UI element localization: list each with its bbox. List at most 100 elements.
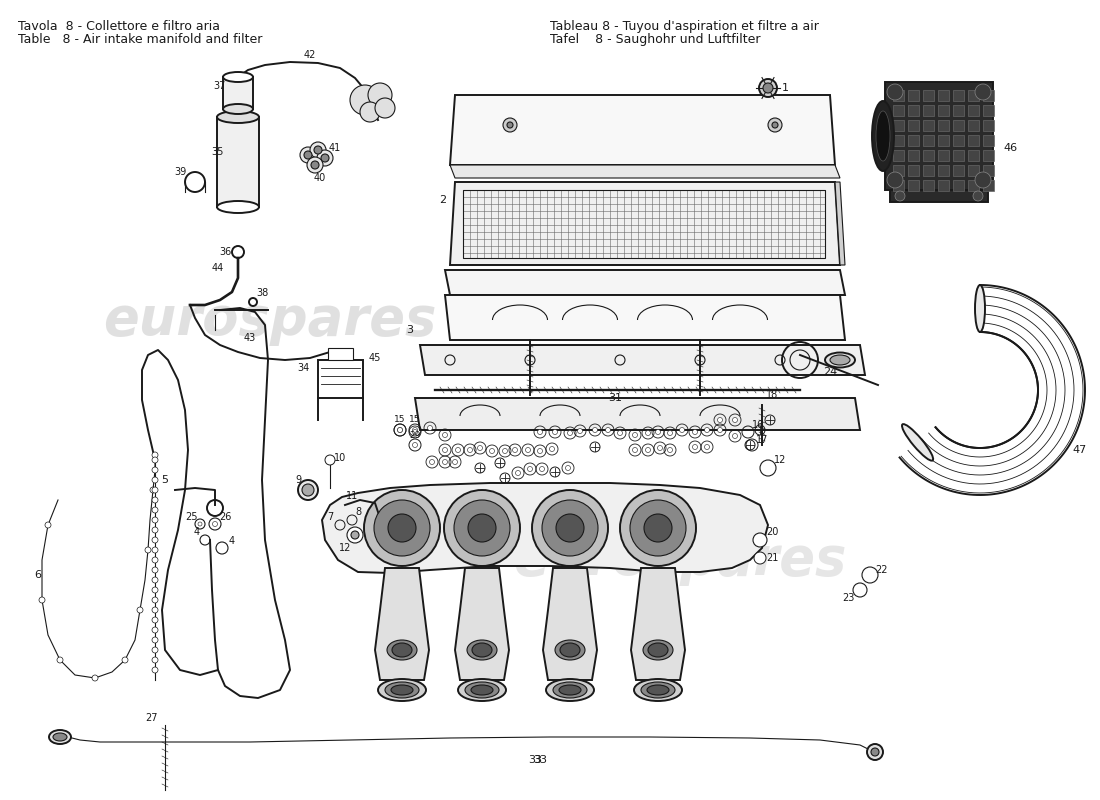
Ellipse shape: [458, 679, 506, 701]
Ellipse shape: [471, 685, 493, 695]
Circle shape: [152, 497, 158, 503]
Text: 37: 37: [213, 81, 227, 91]
Text: 11: 11: [345, 491, 359, 501]
Circle shape: [656, 430, 660, 434]
Text: 40: 40: [314, 173, 326, 183]
Circle shape: [152, 537, 158, 543]
Ellipse shape: [217, 111, 258, 123]
Circle shape: [152, 627, 158, 633]
Text: 22: 22: [876, 565, 889, 575]
Bar: [893, 180, 904, 191]
Text: 42: 42: [304, 50, 316, 60]
Text: 2: 2: [439, 195, 447, 205]
Circle shape: [733, 434, 737, 438]
Circle shape: [45, 522, 51, 528]
Text: 20: 20: [766, 527, 778, 537]
Bar: [983, 135, 994, 146]
Text: 10: 10: [334, 453, 346, 463]
Bar: [318, 360, 363, 398]
Bar: [938, 165, 949, 176]
Ellipse shape: [559, 685, 581, 695]
Circle shape: [620, 490, 696, 566]
Text: 18: 18: [766, 390, 778, 400]
Circle shape: [360, 102, 379, 122]
Bar: [223, 77, 253, 109]
Polygon shape: [835, 182, 845, 265]
Circle shape: [388, 514, 416, 542]
Circle shape: [733, 418, 737, 422]
Circle shape: [152, 637, 158, 643]
Circle shape: [412, 427, 418, 433]
Ellipse shape: [647, 685, 669, 695]
Circle shape: [152, 517, 158, 523]
Circle shape: [887, 172, 903, 188]
Circle shape: [646, 430, 650, 435]
Circle shape: [605, 427, 610, 433]
Circle shape: [350, 85, 380, 115]
Circle shape: [568, 430, 572, 435]
Circle shape: [760, 460, 775, 476]
Text: 9: 9: [295, 475, 301, 485]
Circle shape: [539, 466, 544, 471]
Text: 12: 12: [773, 455, 786, 465]
Text: 29: 29: [409, 430, 420, 439]
Bar: [983, 105, 994, 116]
Ellipse shape: [644, 640, 673, 660]
Circle shape: [542, 500, 598, 556]
Circle shape: [668, 430, 672, 435]
Bar: [893, 120, 904, 131]
Bar: [908, 150, 918, 161]
Circle shape: [152, 657, 158, 663]
Text: 15: 15: [394, 415, 406, 425]
Circle shape: [397, 427, 403, 433]
Circle shape: [646, 447, 650, 453]
Text: 6: 6: [34, 570, 42, 580]
Ellipse shape: [546, 679, 594, 701]
Text: 47: 47: [1072, 445, 1087, 455]
Polygon shape: [322, 483, 768, 573]
Bar: [923, 135, 934, 146]
Circle shape: [397, 427, 403, 433]
Circle shape: [717, 418, 723, 422]
Circle shape: [477, 446, 483, 450]
Circle shape: [526, 447, 530, 453]
Bar: [908, 135, 918, 146]
Text: 35: 35: [212, 147, 224, 157]
Bar: [953, 135, 964, 146]
Text: 36: 36: [219, 247, 231, 257]
Circle shape: [152, 507, 158, 513]
Polygon shape: [420, 345, 865, 375]
Circle shape: [630, 500, 686, 556]
Ellipse shape: [556, 640, 585, 660]
Text: 5: 5: [162, 475, 168, 485]
Bar: [953, 180, 964, 191]
Bar: [893, 135, 904, 146]
Circle shape: [152, 587, 158, 593]
Ellipse shape: [641, 682, 675, 698]
Circle shape: [552, 430, 558, 434]
Circle shape: [565, 466, 571, 470]
Bar: [923, 105, 934, 116]
Circle shape: [593, 427, 597, 433]
Ellipse shape: [975, 285, 984, 332]
Ellipse shape: [390, 685, 412, 695]
Text: 24: 24: [823, 367, 837, 377]
Circle shape: [310, 142, 326, 158]
Circle shape: [152, 577, 158, 583]
Bar: [968, 120, 979, 131]
Bar: [953, 105, 964, 116]
Polygon shape: [543, 568, 597, 680]
Circle shape: [374, 500, 430, 556]
Circle shape: [442, 433, 448, 438]
Circle shape: [92, 675, 98, 681]
Circle shape: [468, 447, 473, 453]
Bar: [938, 135, 949, 146]
Bar: [923, 165, 934, 176]
Bar: [938, 120, 949, 131]
Ellipse shape: [387, 640, 417, 660]
Text: Tableau 8 - Tuyou d'aspiration et filtre a air: Tableau 8 - Tuyou d'aspiration et filtre…: [550, 20, 818, 33]
Text: 26: 26: [219, 512, 231, 522]
Text: Tavola  8 - Collettore e filtro aria: Tavola 8 - Collettore e filtro aria: [18, 20, 220, 33]
Ellipse shape: [217, 201, 258, 213]
Circle shape: [122, 657, 128, 663]
